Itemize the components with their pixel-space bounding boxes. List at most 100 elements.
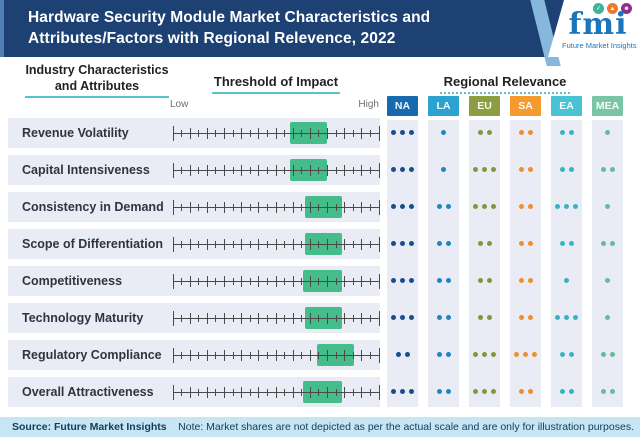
relevance-dots-mea bbox=[592, 204, 623, 209]
tick-mark bbox=[335, 351, 337, 359]
tick-mark bbox=[292, 238, 294, 250]
relevance-dot bbox=[564, 204, 569, 209]
row-band: Overall Attractiveness bbox=[8, 377, 380, 407]
tick-mark bbox=[241, 275, 243, 287]
tick-mark bbox=[224, 275, 225, 287]
tick-mark bbox=[206, 164, 208, 176]
relevance-dot bbox=[491, 167, 496, 172]
relevance-dot bbox=[568, 241, 574, 246]
tick-mark bbox=[378, 347, 380, 363]
tick-mark bbox=[189, 201, 191, 213]
relevance-dots-eu bbox=[469, 204, 500, 209]
tick-mark bbox=[327, 349, 328, 361]
tick-mark bbox=[284, 129, 286, 137]
attribute-label: Consistency in Demand bbox=[22, 200, 164, 214]
relevance-dot bbox=[559, 352, 565, 357]
tick-mark bbox=[378, 384, 380, 400]
tick-mark bbox=[275, 386, 277, 398]
tick-mark bbox=[172, 273, 174, 289]
tick-mark bbox=[327, 238, 328, 250]
relevance-dot bbox=[473, 389, 478, 394]
fmi-logo: fmi bbox=[568, 7, 628, 42]
relevance-dot bbox=[527, 167, 533, 172]
relevance-dot bbox=[409, 241, 414, 246]
tick-mark bbox=[301, 129, 303, 137]
tick-mark bbox=[301, 277, 303, 285]
tick-mark bbox=[189, 349, 191, 361]
relevance-dot bbox=[404, 352, 410, 357]
relevance-dots-ea bbox=[551, 204, 582, 209]
relevance-dot bbox=[391, 278, 396, 283]
relevance-dots-eu bbox=[469, 389, 500, 394]
relevance-dot bbox=[391, 167, 396, 172]
relevance-dot bbox=[391, 204, 396, 209]
tick-mark bbox=[275, 238, 277, 250]
relevance-dot bbox=[441, 130, 446, 135]
tick-mark bbox=[284, 351, 286, 359]
relevance-dot bbox=[600, 389, 606, 394]
relevance-dot bbox=[559, 167, 565, 172]
tick-mark bbox=[232, 314, 234, 322]
relevance-dots-la bbox=[428, 204, 459, 209]
relevance-dot bbox=[486, 241, 492, 246]
impact-slider bbox=[172, 192, 380, 222]
tick-mark bbox=[198, 351, 200, 359]
relevance-dots-na bbox=[387, 278, 418, 283]
tick-mark bbox=[309, 312, 311, 324]
relevance-dot bbox=[568, 130, 574, 135]
relevance-dots-na bbox=[387, 130, 418, 135]
relevance-dot bbox=[436, 315, 442, 320]
tick-mark bbox=[172, 310, 174, 326]
tick-mark bbox=[266, 388, 268, 396]
tick-mark bbox=[241, 349, 243, 361]
relevance-dot bbox=[486, 278, 492, 283]
relevance-dot bbox=[518, 130, 524, 135]
tick-mark bbox=[344, 238, 346, 250]
tick-mark bbox=[198, 277, 200, 285]
relevance-dot bbox=[527, 241, 533, 246]
relevance-dots-la bbox=[428, 167, 459, 172]
tick-mark bbox=[352, 314, 354, 322]
relevance-dots-la bbox=[428, 352, 459, 357]
tick-mark bbox=[181, 277, 183, 285]
footer-bar: Source: Future Market Insights Note: Mar… bbox=[0, 417, 640, 437]
relevance-dots-ea bbox=[551, 278, 582, 283]
impact-slider bbox=[172, 118, 380, 148]
relevance-dot bbox=[600, 352, 606, 357]
tick-mark bbox=[206, 386, 208, 398]
tick-mark bbox=[369, 351, 371, 359]
tick-mark bbox=[206, 127, 208, 139]
relevance-dots-sa bbox=[510, 130, 541, 135]
tick-mark bbox=[352, 351, 354, 359]
tick-mark bbox=[266, 314, 268, 322]
tick-mark bbox=[224, 349, 225, 361]
tick-mark bbox=[198, 240, 200, 248]
tick-mark bbox=[309, 238, 311, 250]
region-tag-mea: MEA bbox=[592, 96, 623, 116]
tick-mark bbox=[284, 277, 286, 285]
relevance-dot bbox=[409, 204, 414, 209]
tick-mark bbox=[232, 129, 234, 137]
tick-mark bbox=[318, 240, 320, 248]
scale-low-label: Low bbox=[170, 99, 189, 110]
tick-mark bbox=[215, 129, 217, 137]
region-column-sa bbox=[510, 120, 541, 407]
relevance-dot bbox=[527, 315, 533, 320]
relevance-dot bbox=[409, 315, 414, 320]
tick-mark bbox=[292, 312, 294, 324]
tick-mark bbox=[344, 127, 346, 139]
tick-mark bbox=[378, 273, 380, 289]
relevance-dots-sa bbox=[510, 241, 541, 246]
tick-mark bbox=[206, 349, 208, 361]
relevance-dots-ea bbox=[551, 352, 582, 357]
tick-mark bbox=[292, 201, 294, 213]
tick-mark bbox=[249, 351, 251, 359]
tick-mark bbox=[318, 277, 320, 285]
tick-mark bbox=[309, 275, 311, 287]
tick-mark bbox=[309, 164, 311, 176]
relevance-dots-sa bbox=[510, 315, 541, 320]
tick-mark bbox=[224, 201, 225, 213]
tick-mark bbox=[369, 203, 371, 211]
tick-mark bbox=[275, 312, 277, 324]
tick-mark bbox=[369, 166, 371, 174]
